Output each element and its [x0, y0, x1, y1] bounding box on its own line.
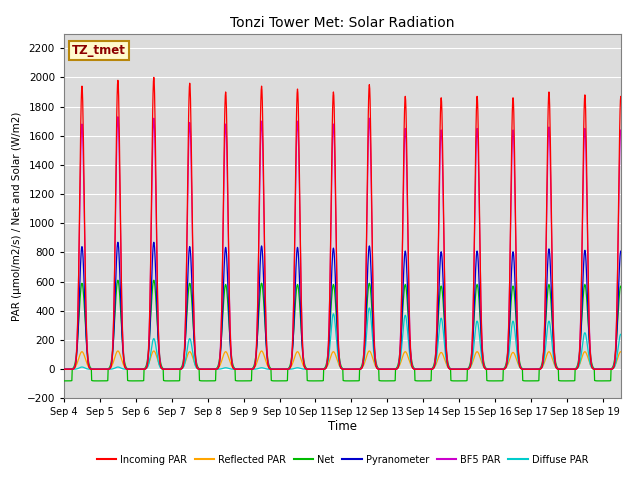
Legend: Incoming PAR, Reflected PAR, Net, Pyranometer, BF5 PAR, Diffuse PAR: Incoming PAR, Reflected PAR, Net, Pyrano… — [93, 451, 592, 468]
Text: TZ_tmet: TZ_tmet — [72, 44, 126, 57]
Y-axis label: PAR (μmol/m2/s) / Net and Solar (W/m2): PAR (μmol/m2/s) / Net and Solar (W/m2) — [12, 111, 22, 321]
X-axis label: Time: Time — [328, 420, 357, 433]
Title: Tonzi Tower Met: Solar Radiation: Tonzi Tower Met: Solar Radiation — [230, 16, 454, 30]
